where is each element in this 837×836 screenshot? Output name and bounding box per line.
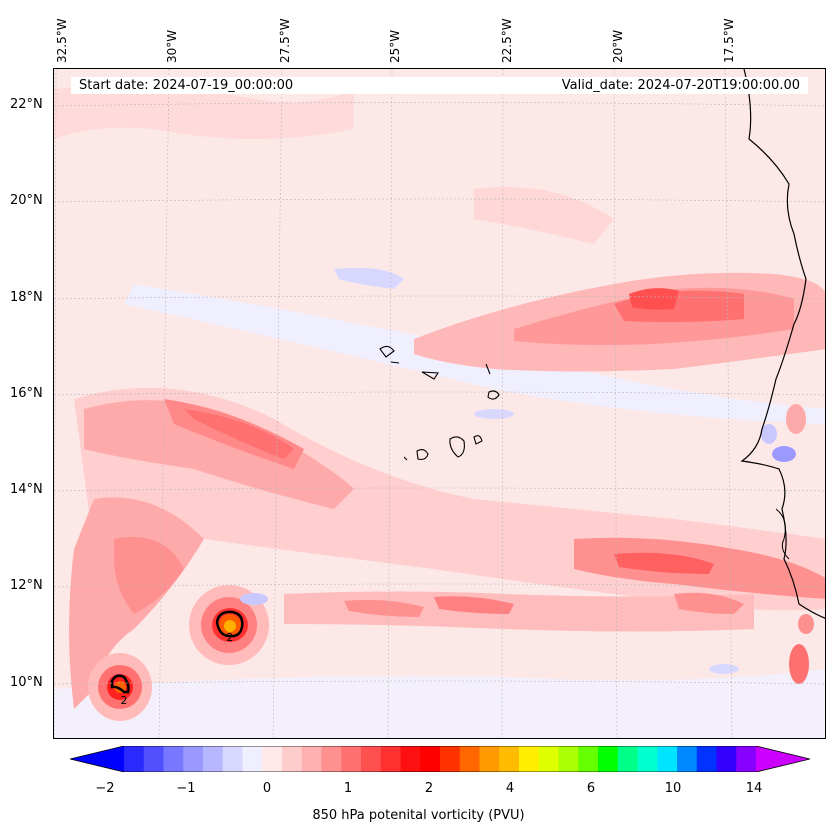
contour-label: 2 [121, 694, 128, 707]
colorbar-tick-label: 0 [262, 781, 272, 796]
colorbar-segment [321, 746, 342, 772]
colorbar-segment [420, 746, 441, 772]
pv-field: 2 2 [54, 69, 825, 738]
lon-label: 17.5°W [722, 18, 736, 63]
colorbar-segment [282, 746, 303, 772]
colorbar-segment [124, 746, 145, 772]
colorbar-tick-label: −2 [95, 781, 115, 796]
date-info-bar: Start date: 2024-07-19_00:00:00 Valid_da… [71, 77, 808, 94]
start-date-label: Start date: 2024-07-19_00:00:00 [79, 78, 294, 93]
lat-label: 10°N [10, 675, 43, 690]
lat-label: 16°N [10, 386, 43, 401]
colorbar-segment [440, 746, 461, 772]
colorbar-tick-label: 10 [664, 781, 682, 796]
colorbar-extend-min [70, 746, 124, 772]
lat-label: 20°N [10, 193, 43, 208]
lon-label: 20°W [611, 29, 625, 63]
colorbar-segment [617, 746, 638, 772]
colorbar-segment [479, 746, 500, 772]
colorbar-segment [696, 746, 717, 772]
colorbar-segment [400, 746, 421, 772]
colorbar-segment [380, 746, 401, 772]
colorbar-segment [657, 746, 678, 772]
colorbar-segment [499, 746, 520, 772]
colorbar-segment [222, 746, 243, 772]
colorbar-segment [578, 746, 599, 772]
colorbar-segment [538, 746, 559, 772]
map-area[interactable]: 2 2 [53, 68, 826, 739]
colorbar-segment [519, 746, 540, 772]
lat-label: 14°N [10, 482, 43, 497]
colorbar-segment [361, 746, 382, 772]
colorbar-segment [262, 746, 283, 772]
colorbar-tick-label: 2 [424, 781, 434, 796]
colorbar-segment [677, 746, 698, 772]
colorbar-extend-max [756, 746, 810, 772]
colorbar-tick-label: −1 [176, 781, 196, 796]
colorbar-tick-label: 6 [586, 781, 596, 796]
colorbar-segment [558, 746, 579, 772]
contour-label: 2 [227, 631, 234, 644]
colorbar-segment [736, 746, 757, 772]
colorbar-segment [143, 746, 164, 772]
lon-label: 32.5°W [55, 18, 69, 63]
colorbar-segment [637, 746, 658, 772]
colorbar-tick-label: 1 [343, 781, 353, 796]
colorbar [69, 745, 811, 773]
lon-label: 30°W [165, 29, 179, 63]
lon-label: 22.5°W [500, 18, 514, 63]
colorbar-svg [69, 745, 811, 773]
colorbar-tick-label: 4 [505, 781, 515, 796]
colorbar-title: 850 hPa potenital vorticity (PVU) [312, 808, 525, 823]
colorbar-segment [301, 746, 322, 772]
colorbar-tick-label: 14 [745, 781, 763, 796]
colorbar-segment [341, 746, 362, 772]
lon-label: 25°W [388, 29, 402, 63]
colorbar-segment [163, 746, 184, 772]
colorbar-segment [242, 746, 263, 772]
colorbar-segment [598, 746, 619, 772]
colorbar-segment [203, 746, 224, 772]
colorbar-segment [183, 746, 204, 772]
lat-label: 22°N [10, 97, 43, 112]
colorbar-segment [716, 746, 737, 772]
colorbar-segment [459, 746, 480, 772]
lat-label: 18°N [10, 290, 43, 305]
lon-label: 27.5°W [278, 18, 292, 63]
valid-date-label: Valid_date: 2024-07-20T19:00:00.00 [561, 78, 800, 93]
lat-label: 12°N [10, 578, 43, 593]
